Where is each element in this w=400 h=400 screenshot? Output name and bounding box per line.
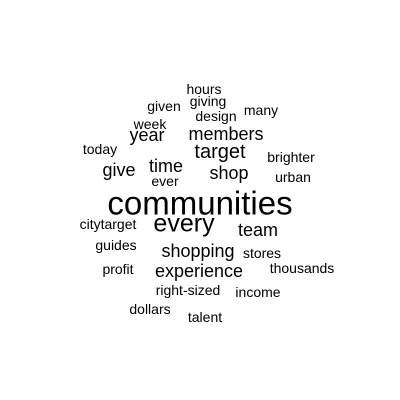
word-target: target	[194, 141, 246, 163]
word-team: team	[237, 220, 279, 240]
word-design: design	[195, 108, 237, 124]
word-guides: guides	[95, 237, 137, 253]
word-income: income	[235, 284, 281, 300]
word-give: give	[102, 160, 136, 180]
word-every: every	[153, 209, 215, 238]
word-members: members	[188, 124, 264, 144]
word-stores: stores	[242, 245, 282, 261]
word-shop: shop	[209, 163, 249, 183]
word-experience: experience	[154, 261, 244, 281]
word-citytarget: citytarget	[79, 216, 137, 232]
word-communities: communities	[107, 184, 293, 222]
word-shopping: shopping	[161, 241, 235, 261]
word-given: given	[147, 98, 181, 114]
word-urban: urban	[275, 169, 311, 185]
word-today: today	[82, 141, 118, 157]
word-giving: giving	[189, 93, 227, 109]
word-profit: profit	[102, 261, 134, 277]
word-talent: talent	[187, 309, 223, 325]
word-right-sized: right-sized	[155, 282, 221, 298]
word-week: week	[133, 116, 167, 132]
word-time: time	[148, 156, 184, 176]
word-year: year	[129, 125, 165, 145]
word-dollars: dollars	[129, 301, 171, 317]
word-brighter: brighter	[267, 149, 315, 165]
word-ever: ever	[151, 173, 179, 189]
word-many: many	[243, 102, 279, 118]
word-hours: hours	[186, 81, 222, 97]
word-thousands: thousands	[269, 260, 335, 276]
